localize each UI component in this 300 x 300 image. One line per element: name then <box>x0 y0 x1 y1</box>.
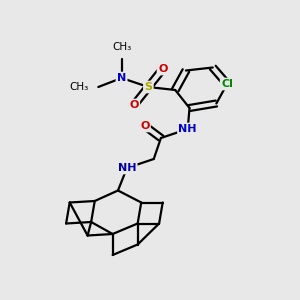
Text: O: O <box>158 64 167 74</box>
Text: NH: NH <box>118 163 136 173</box>
Text: O: O <box>140 121 149 131</box>
Text: NH: NH <box>178 124 197 134</box>
Text: Cl: Cl <box>221 79 233 89</box>
Text: O: O <box>129 100 139 110</box>
Text: S: S <box>144 82 152 92</box>
Text: N: N <box>117 73 126 83</box>
Text: CH₃: CH₃ <box>112 41 131 52</box>
Text: CH₃: CH₃ <box>69 82 88 92</box>
